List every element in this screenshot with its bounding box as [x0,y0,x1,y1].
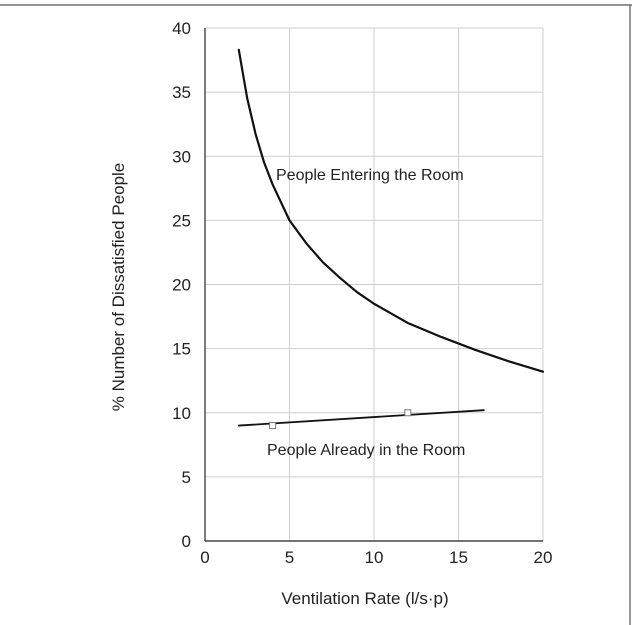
x-tick-label: 15 [449,548,468,567]
series-line-people-entering [237,48,545,373]
y-tick-label: 40 [172,19,191,38]
x-tick-label: 10 [365,548,384,567]
measured-point-marker [404,409,412,417]
y-axis-title: % Number of Dissatisfied People [109,163,128,412]
annotation-people-already: People Already in the Room [267,442,465,459]
series [237,48,545,427]
y-tick-label: 30 [172,147,191,166]
series-line-people-already [237,409,485,427]
axes [204,28,543,542]
y-tick-label: 25 [172,211,191,230]
y-tick-label: 10 [172,404,191,423]
y-tick-label: 5 [182,468,191,487]
x-tick-label: 20 [534,548,553,567]
y-tick-label: 20 [172,276,191,295]
measured-point-marker [269,422,277,430]
measured-points [269,409,412,430]
annotation-people-entering: People Entering the Room [276,167,464,184]
x-tick-label: 5 [285,548,294,567]
y-tick-label: 15 [172,340,191,359]
y-tick-label: 0 [182,532,191,551]
grid [205,27,544,541]
x-axis-title: Ventilation Rate (l/s·p) [281,589,448,608]
y-tick-label: 35 [172,83,191,102]
x-tick-label: 0 [200,548,209,567]
tick-labels: 0 5 10 15 20 0 5 10 15 20 25 30 35 40 [172,19,552,567]
